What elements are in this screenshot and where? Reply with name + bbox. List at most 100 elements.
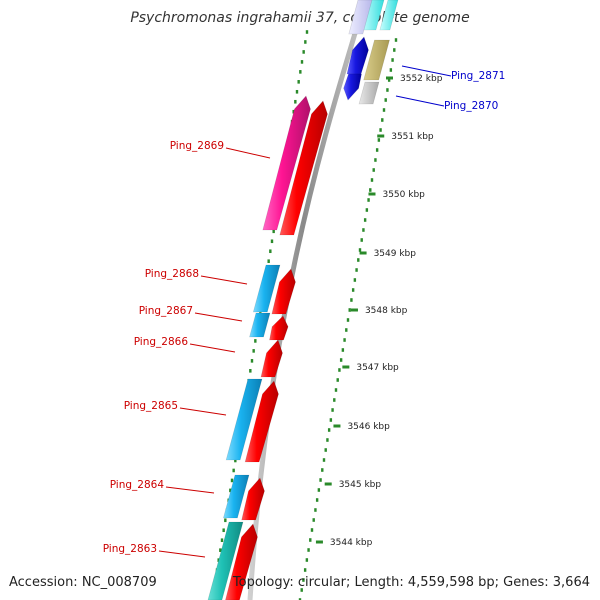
gene-red-ping-2865: [244, 380, 279, 463]
outer-dotted-line-dot: [220, 538, 224, 543]
scale-tick-label: 3548 kbp: [365, 306, 408, 316]
inner-dotted-line-dot: [310, 528, 314, 532]
inner-dotted-line-dot: [312, 518, 315, 522]
inner-dotted-line-dot: [334, 388, 338, 392]
scale-tick-mark: [333, 424, 341, 428]
scale-tick-mark: [377, 134, 385, 138]
leader-line-ping-2871: [401, 65, 452, 77]
gene-blue-ping-2871-b: [343, 73, 362, 101]
outer-dotted-line-dot: [270, 239, 274, 244]
gene-cyan-ping-2867: [249, 312, 271, 338]
inner-dotted-line-dot: [381, 118, 384, 122]
leader-line-ping-2869: [225, 147, 271, 159]
gene-label-ping-2868: Ping_2868: [145, 268, 199, 280]
inner-dotted-line-dot: [363, 218, 367, 222]
inner-dotted-line-dot: [338, 368, 341, 372]
scale-tick-mark: [342, 365, 350, 369]
inner-dotted-line-dot: [372, 168, 375, 172]
outer-dotted-line-dot: [234, 458, 237, 463]
genome-summary-text: Topology: circular; Length: 4,559,598 bp…: [232, 575, 590, 590]
scale-tick-mark: [350, 308, 358, 312]
inner-dotted-line-dot: [324, 448, 327, 452]
inner-dotted-line-dot: [339, 358, 343, 362]
inner-dotted-line-dot: [309, 538, 312, 542]
outer-dotted-line-dot: [292, 109, 295, 114]
leader-line-ping-2870: [395, 95, 445, 107]
map-title: Psychromonas ingrahamii 37, complete gen…: [130, 10, 469, 26]
inner-dotted-line-dot: [387, 78, 391, 82]
inner-dotted-line-dot: [394, 38, 398, 42]
inner-dotted-line-dot: [391, 58, 394, 62]
leader-line-ping-2867: [194, 312, 243, 322]
inner-dotted-line-dot: [362, 228, 365, 232]
outer-dotted-line-dot: [305, 30, 309, 34]
inner-dotted-line-dot: [298, 598, 302, 600]
inner-dotted-line-dot: [375, 148, 379, 152]
position-scale: 3552 kbp 3551 kbp 3550 kbp 3549 kbp 3548 kbp…: [315, 74, 443, 548]
leader-line-ping-2868: [200, 275, 248, 285]
outer-dotted-line-dot: [232, 468, 235, 473]
inner-dotted-line-dot: [355, 268, 358, 272]
inner-dotted-line-dot: [331, 408, 334, 412]
inner-dotted-line-dot: [369, 188, 372, 192]
inner-dotted-line-dot: [305, 558, 309, 562]
gene-label-ping-2870: Ping_2870: [444, 100, 498, 112]
gene-label-ping-2864: Ping_2864: [110, 479, 165, 491]
scale-tick-mark: [386, 76, 393, 80]
outer-dotted-line-dot: [219, 548, 222, 552]
outer-dotted-line-dot: [299, 70, 302, 74]
inner-dotted-line-dot: [327, 428, 331, 432]
outer-dotted-line-dot: [300, 60, 304, 64]
inner-dotted-line-dot: [343, 338, 346, 342]
gene-label-ping-2865: Ping_2865: [124, 400, 178, 412]
gene-label-ping-2871: Ping_2871: [451, 70, 505, 82]
outer-dotted-line-dot: [249, 369, 252, 373]
gene-cyan-ping-2868: [252, 264, 281, 313]
inner-dotted-line-dot: [346, 318, 350, 322]
inner-dotted-line-dot: [360, 238, 363, 242]
leader-line-ping-2866: [189, 343, 236, 353]
inner-dotted-line-dot: [302, 578, 305, 582]
gene-red-ping-2869: [279, 100, 328, 236]
outer-dotted-line-dot: [230, 478, 234, 483]
inner-dotted-line-dot: [333, 398, 336, 402]
leader-line-ping-2865: [179, 407, 227, 416]
gene-teal-ping-2863: [207, 521, 244, 600]
outer-dotted-line-dot: [217, 558, 220, 562]
gene-label-ping-2867: Ping_2867: [139, 305, 193, 317]
scale-tick-label: 3545 kbp: [339, 480, 382, 490]
outer-dotted-line-dot: [250, 359, 254, 363]
inner-dotted-line-dot: [345, 328, 348, 332]
gene-cyan-ping-2865: [225, 378, 263, 461]
inner-dotted-line-dot: [321, 468, 324, 472]
gene-cyan-edge: [379, 0, 399, 31]
inner-dotted-line-dot: [357, 258, 360, 262]
gene-red-ping-2867: [269, 315, 289, 341]
outer-dotted-line-dot: [229, 488, 232, 493]
leader-line-ping-2863: [158, 550, 206, 558]
outer-dotted-line-dot: [297, 80, 300, 84]
inner-dotted-line-dot: [389, 68, 393, 72]
inner-dotted-line-dot: [382, 108, 386, 112]
scale-tick-label: 3547 kbp: [356, 363, 399, 373]
scale-tick-mark: [315, 540, 323, 544]
inner-dotted-line-dot: [377, 138, 381, 142]
gene-red-ping-2864: [241, 477, 265, 521]
outer-dotted-line-dot: [294, 99, 297, 104]
gene-label-ping-2866: Ping_2866: [134, 336, 189, 348]
inner-dotted-line-dot: [365, 208, 369, 212]
gene-gray-ping-2870: [358, 81, 380, 105]
outer-dotted-line-dot: [269, 249, 272, 254]
inner-dotted-line-dot: [319, 478, 322, 482]
inner-dotted-line-dot: [336, 378, 339, 382]
outer-dotted-line-dot: [222, 528, 225, 533]
scale-tick-mark: [359, 251, 367, 255]
inner-dotted-line-dot: [393, 48, 396, 52]
gene-lavender-top: [348, 0, 373, 35]
inner-dotted-line-dot: [326, 438, 329, 442]
inner-dotted-line-dot: [384, 98, 387, 102]
inner-dotted-line-dot: [315, 498, 319, 502]
inner-dotted-line-dot: [379, 128, 382, 132]
outer-dotted-line-dot: [295, 89, 299, 94]
